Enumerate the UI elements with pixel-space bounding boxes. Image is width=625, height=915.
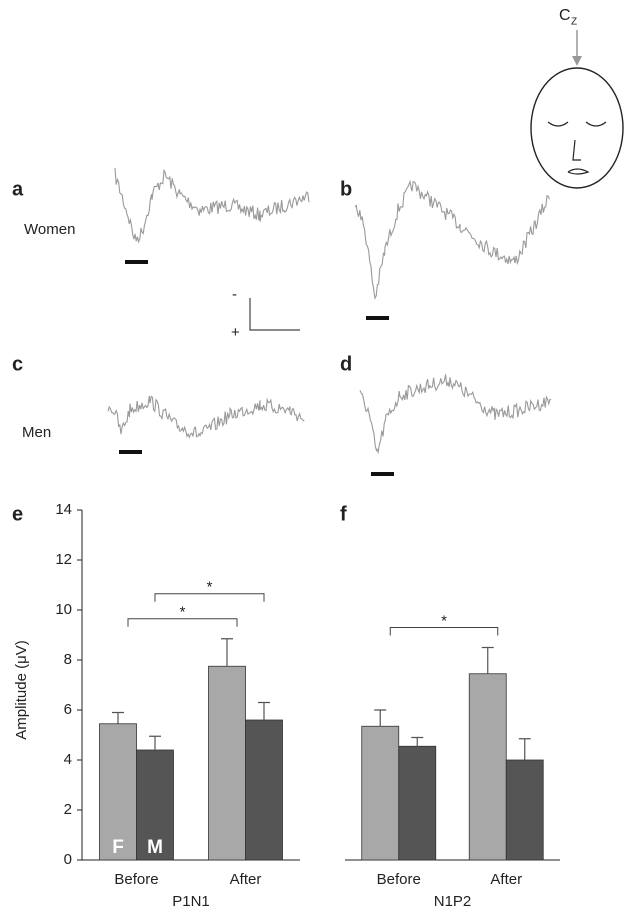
eeg-trace [359, 374, 552, 455]
y-tick-label: 0 [64, 851, 72, 868]
error-bar [221, 638, 233, 667]
electrode-subscript: Z [571, 17, 577, 28]
scale-lines [249, 298, 300, 331]
electrode-label: C [559, 7, 571, 24]
bar [245, 719, 283, 861]
panel-label: e [12, 503, 23, 525]
x-axis-label: N1P2 [434, 893, 472, 910]
x-tick-label: Before [114, 871, 158, 888]
error-bar [411, 736, 424, 747]
y-tick-label: 12 [55, 551, 72, 568]
panel-label: f [340, 503, 347, 525]
eeg-trace [354, 179, 550, 300]
head-diagram: C Z [530, 7, 624, 189]
significance-mark: * [207, 579, 213, 596]
bar [361, 725, 400, 861]
x-axis-label: P1N1 [172, 893, 210, 910]
row-label: Women [24, 221, 75, 238]
panel-label: b [340, 178, 352, 200]
scale-label: + [231, 324, 240, 341]
y-tick-label: 8 [64, 651, 72, 668]
head [530, 67, 624, 189]
y-tick-label: 2 [64, 801, 72, 818]
significance-mark: * [441, 612, 447, 629]
bar [505, 759, 544, 861]
error-bar [149, 735, 161, 750]
row-label: Men [22, 424, 51, 441]
y-tick-label: 10 [55, 601, 72, 618]
error-bar [481, 646, 494, 674]
error-bar [258, 701, 270, 720]
y-tick-label: 6 [64, 701, 72, 718]
significance-bracket [154, 593, 265, 602]
bar [208, 665, 246, 861]
y-axis-label: Amplitude (μV) [13, 640, 30, 740]
error-bar [374, 709, 387, 727]
traces [107, 167, 552, 476]
scale-label: - [232, 286, 237, 303]
arrow-head [572, 56, 582, 66]
scale-bar: - + [231, 286, 300, 341]
eeg-trace [107, 395, 305, 439]
eeg-trace [114, 167, 310, 244]
error-bar [518, 738, 531, 760]
bar [99, 723, 137, 861]
significance-mark: * [180, 604, 186, 621]
y-tick-label: 4 [64, 751, 72, 768]
series-label: F [112, 837, 124, 858]
x-tick-label: Before [377, 871, 421, 888]
y-tick-label: 14 [55, 501, 72, 518]
series-label: M [147, 837, 163, 858]
face [547, 121, 607, 175]
x-tick-label: After [490, 871, 522, 888]
panel-label: d [340, 353, 352, 375]
bar [468, 673, 507, 861]
significance-bracket [127, 618, 238, 627]
bar [136, 749, 174, 861]
panel-label: a [12, 178, 24, 200]
panel-label: c [12, 353, 23, 375]
error-bar [112, 711, 124, 724]
significance-bracket [389, 627, 499, 636]
bar [398, 745, 437, 861]
x-tick-label: After [230, 871, 262, 888]
